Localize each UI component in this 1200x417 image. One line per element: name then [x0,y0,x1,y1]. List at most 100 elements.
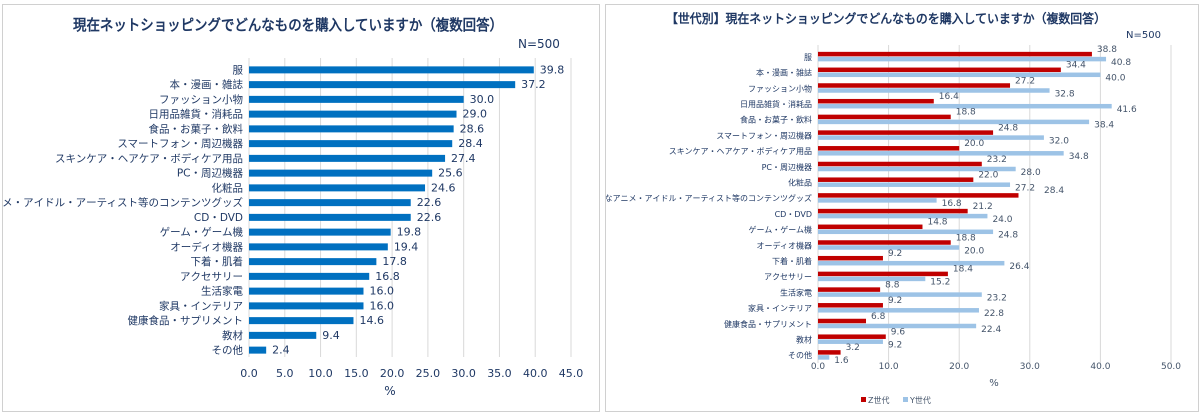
bar-z-generation [818,303,883,308]
data-label: 22.6 [417,196,442,209]
right-chart-panel: 【世代別】現在ネットショッピングでどんなものを購入していますか（複数回答） N=5… [605,4,1199,412]
data-label: 16.8 [375,270,400,283]
data-label: 28.6 [460,122,485,135]
bar-z-generation [818,67,1061,73]
category-label: 食品・お菓子・飲料 [149,122,244,135]
category-label: 下着・肌着 [772,256,812,266]
bar-y-generation [818,245,960,250]
data-label: 20.0 [964,139,984,149]
category-label: 本・漫画・雑誌 [756,68,812,78]
data-label: 23.2 [987,293,1007,303]
legend-label: Z世代 [868,395,889,405]
bar-z-generation [818,208,968,214]
bar [249,125,454,133]
data-label: 25.6 [438,167,463,180]
data-label: 21.2 [973,202,993,212]
left-chart: 現在ネットショッピングでどんなものを購入していますか（複数回答） N=500 0.0… [3,16,583,398]
bar-y-generation [818,323,977,329]
bar [249,213,411,221]
bar [249,302,364,310]
bar-y-generation [818,308,979,313]
data-label: 16.4 [939,92,959,102]
legend-swatch [861,397,866,402]
bar [249,272,370,280]
category-label: 日用品雑貨・消耗品 [149,108,244,121]
data-label: 18.4 [953,265,973,275]
data-label: 24.0 [992,215,1012,225]
data-label: 1.6 [834,356,849,366]
chart-title: 【世代別】現在ネットショッピングでどんなものを購入していますか（複数回答） [666,11,1106,26]
data-label: 40.8 [1111,58,1131,68]
data-label: 24.6 [431,181,456,194]
data-label: 34.4 [1066,61,1086,71]
category-label: ファッション小物 [159,93,243,106]
bar [249,184,426,192]
bar-z-generation [818,334,886,339]
data-label: 19.4 [394,240,419,253]
bar-y-generation [818,260,1005,266]
x-tick-label: 20.0 [949,362,969,372]
category-label: アクセサリー [764,273,812,282]
bar [249,169,433,177]
data-label: 40.0 [1105,74,1125,84]
category-label: その他 [788,350,812,360]
x-tick-label: 25.0 [416,367,441,380]
bar [249,287,364,295]
category-label: PC・周辺機器 [762,162,812,172]
data-label: 27.2 [1015,76,1035,86]
category-label: 生活家電 [780,287,812,297]
data-label: 22.6 [417,211,442,224]
bar-y-generation [818,56,1107,62]
data-label: 14.8 [927,218,947,228]
bar-y-generation [818,88,1050,93]
category-label: 服 [804,53,812,62]
data-label: 16.0 [369,299,394,312]
bar-y-generation [818,292,982,297]
category-label: 化粧品 [212,181,244,194]
x-tick-label: 30.0 [1020,362,1040,372]
data-label: 27.4 [451,152,476,165]
bar-z-generation [818,146,960,151]
data-label: 29.0 [463,108,488,121]
data-label: 19.8 [397,226,422,239]
bar-y-generation [818,276,926,282]
category-label: スマートフォン・周辺機器 [117,137,243,150]
category-label: ファッション小物 [748,83,812,93]
bar-y-generation [818,151,1064,156]
x-tick-label: 15.0 [344,367,369,380]
data-label: 22.4 [981,325,1001,335]
data-label: 24.8 [998,123,1018,133]
data-label: 41.6 [1117,105,1137,115]
x-tick-label: 30.0 [451,367,476,380]
x-axis-label: % [384,384,395,398]
data-label: 2.4 [272,344,290,357]
sample-size-note: N=500 [518,37,560,51]
category-label: 日用品雑貨・消耗品 [740,99,812,109]
bar [249,154,446,162]
data-label: 34.8 [1069,152,1089,162]
category-label: 健康食品・サプリメント [128,314,244,327]
data-label: 9.4 [322,329,340,342]
bar-y-generation [818,213,988,219]
right-chart: 【世代別】現在ネットショッピングでどんなものを購入していますか（複数回答） N=5… [606,11,1181,405]
category-label: スマートフォン・周辺機器 [716,130,812,140]
data-label: 18.8 [956,233,976,243]
bar [249,110,457,118]
bar-y-generation [818,355,830,360]
bar [249,331,317,339]
x-tick-label: 40.0 [523,367,548,380]
data-label: 23.2 [987,155,1007,165]
bar-z-generation [818,161,982,167]
category-label: 食品・お菓子・飲料 [740,115,812,125]
bar-z-generation [818,83,1011,88]
data-label: 18.8 [956,108,976,118]
category-label: スキンケア・ヘアケア・ボディケア用品 [669,146,812,156]
category-label: CD・DVD [194,212,243,224]
x-axis-label: % [989,378,999,389]
x-tick-label: 10.0 [879,362,899,372]
category-label: 家具・インテリア [748,303,812,313]
category-label: オーディオ機器 [757,240,812,250]
category-label: 健康食品・サプリメント [724,319,812,329]
data-label: 9.6 [891,327,906,337]
data-label: 20.0 [964,246,984,256]
